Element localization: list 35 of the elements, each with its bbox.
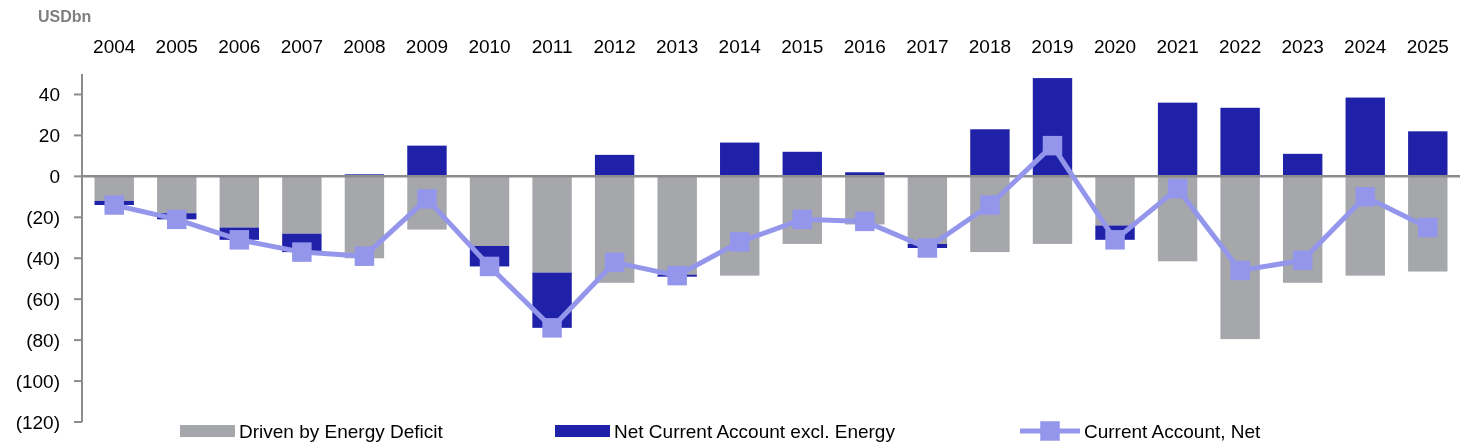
x-tick-label: 2017 (906, 36, 949, 57)
y-tick-label: (60) (26, 288, 60, 310)
x-tick-label: 2010 (468, 36, 511, 57)
x-tick-label: 2021 (1156, 36, 1199, 57)
legend-label: Driven by Energy Deficit (239, 420, 444, 442)
x-tick-label: 2016 (843, 36, 886, 57)
y-tick-label: (80) (26, 329, 60, 351)
x-tick-label: 2005 (155, 36, 198, 57)
x-tick-label: 2013 (656, 36, 699, 57)
x-tick-label: 2023 (1281, 36, 1324, 57)
x-tick-label: 2024 (1344, 36, 1387, 57)
x-tick-label: 2014 (718, 36, 762, 57)
x-tick-label: 2015 (781, 36, 824, 57)
y-tick-label: 0 (49, 166, 60, 187)
y-tick-label: (20) (26, 206, 60, 228)
x-tick-label: 2004 (93, 36, 136, 57)
x-tick-label: 2012 (593, 36, 636, 57)
x-tick-label: 2008 (343, 36, 386, 57)
y-tick-label: (120) (15, 411, 60, 433)
y-tick-label: 20 (38, 125, 60, 147)
x-tick-label: 2018 (968, 36, 1012, 57)
y-tick-label: 40 (38, 84, 60, 106)
x-tick-label: 2019 (1031, 36, 1074, 57)
legend-label: Net Current Account excl. Energy (614, 420, 896, 442)
x-tick-label: 2009 (405, 36, 449, 57)
x-tick-label: 2022 (1218, 36, 1262, 57)
y-tick-label: (40) (26, 247, 60, 269)
y-axis-title: USDbn (38, 8, 92, 25)
x-tick-label: 2011 (531, 36, 573, 57)
x-tick-label: 2007 (280, 36, 324, 57)
x-tick-label: 2025 (1406, 36, 1449, 57)
legend-label: Current Account, Net (1084, 420, 1262, 442)
x-tick-label: 2020 (1093, 36, 1137, 57)
y-tick-label: (100) (15, 370, 60, 392)
x-tick-label: 2006 (218, 36, 261, 57)
